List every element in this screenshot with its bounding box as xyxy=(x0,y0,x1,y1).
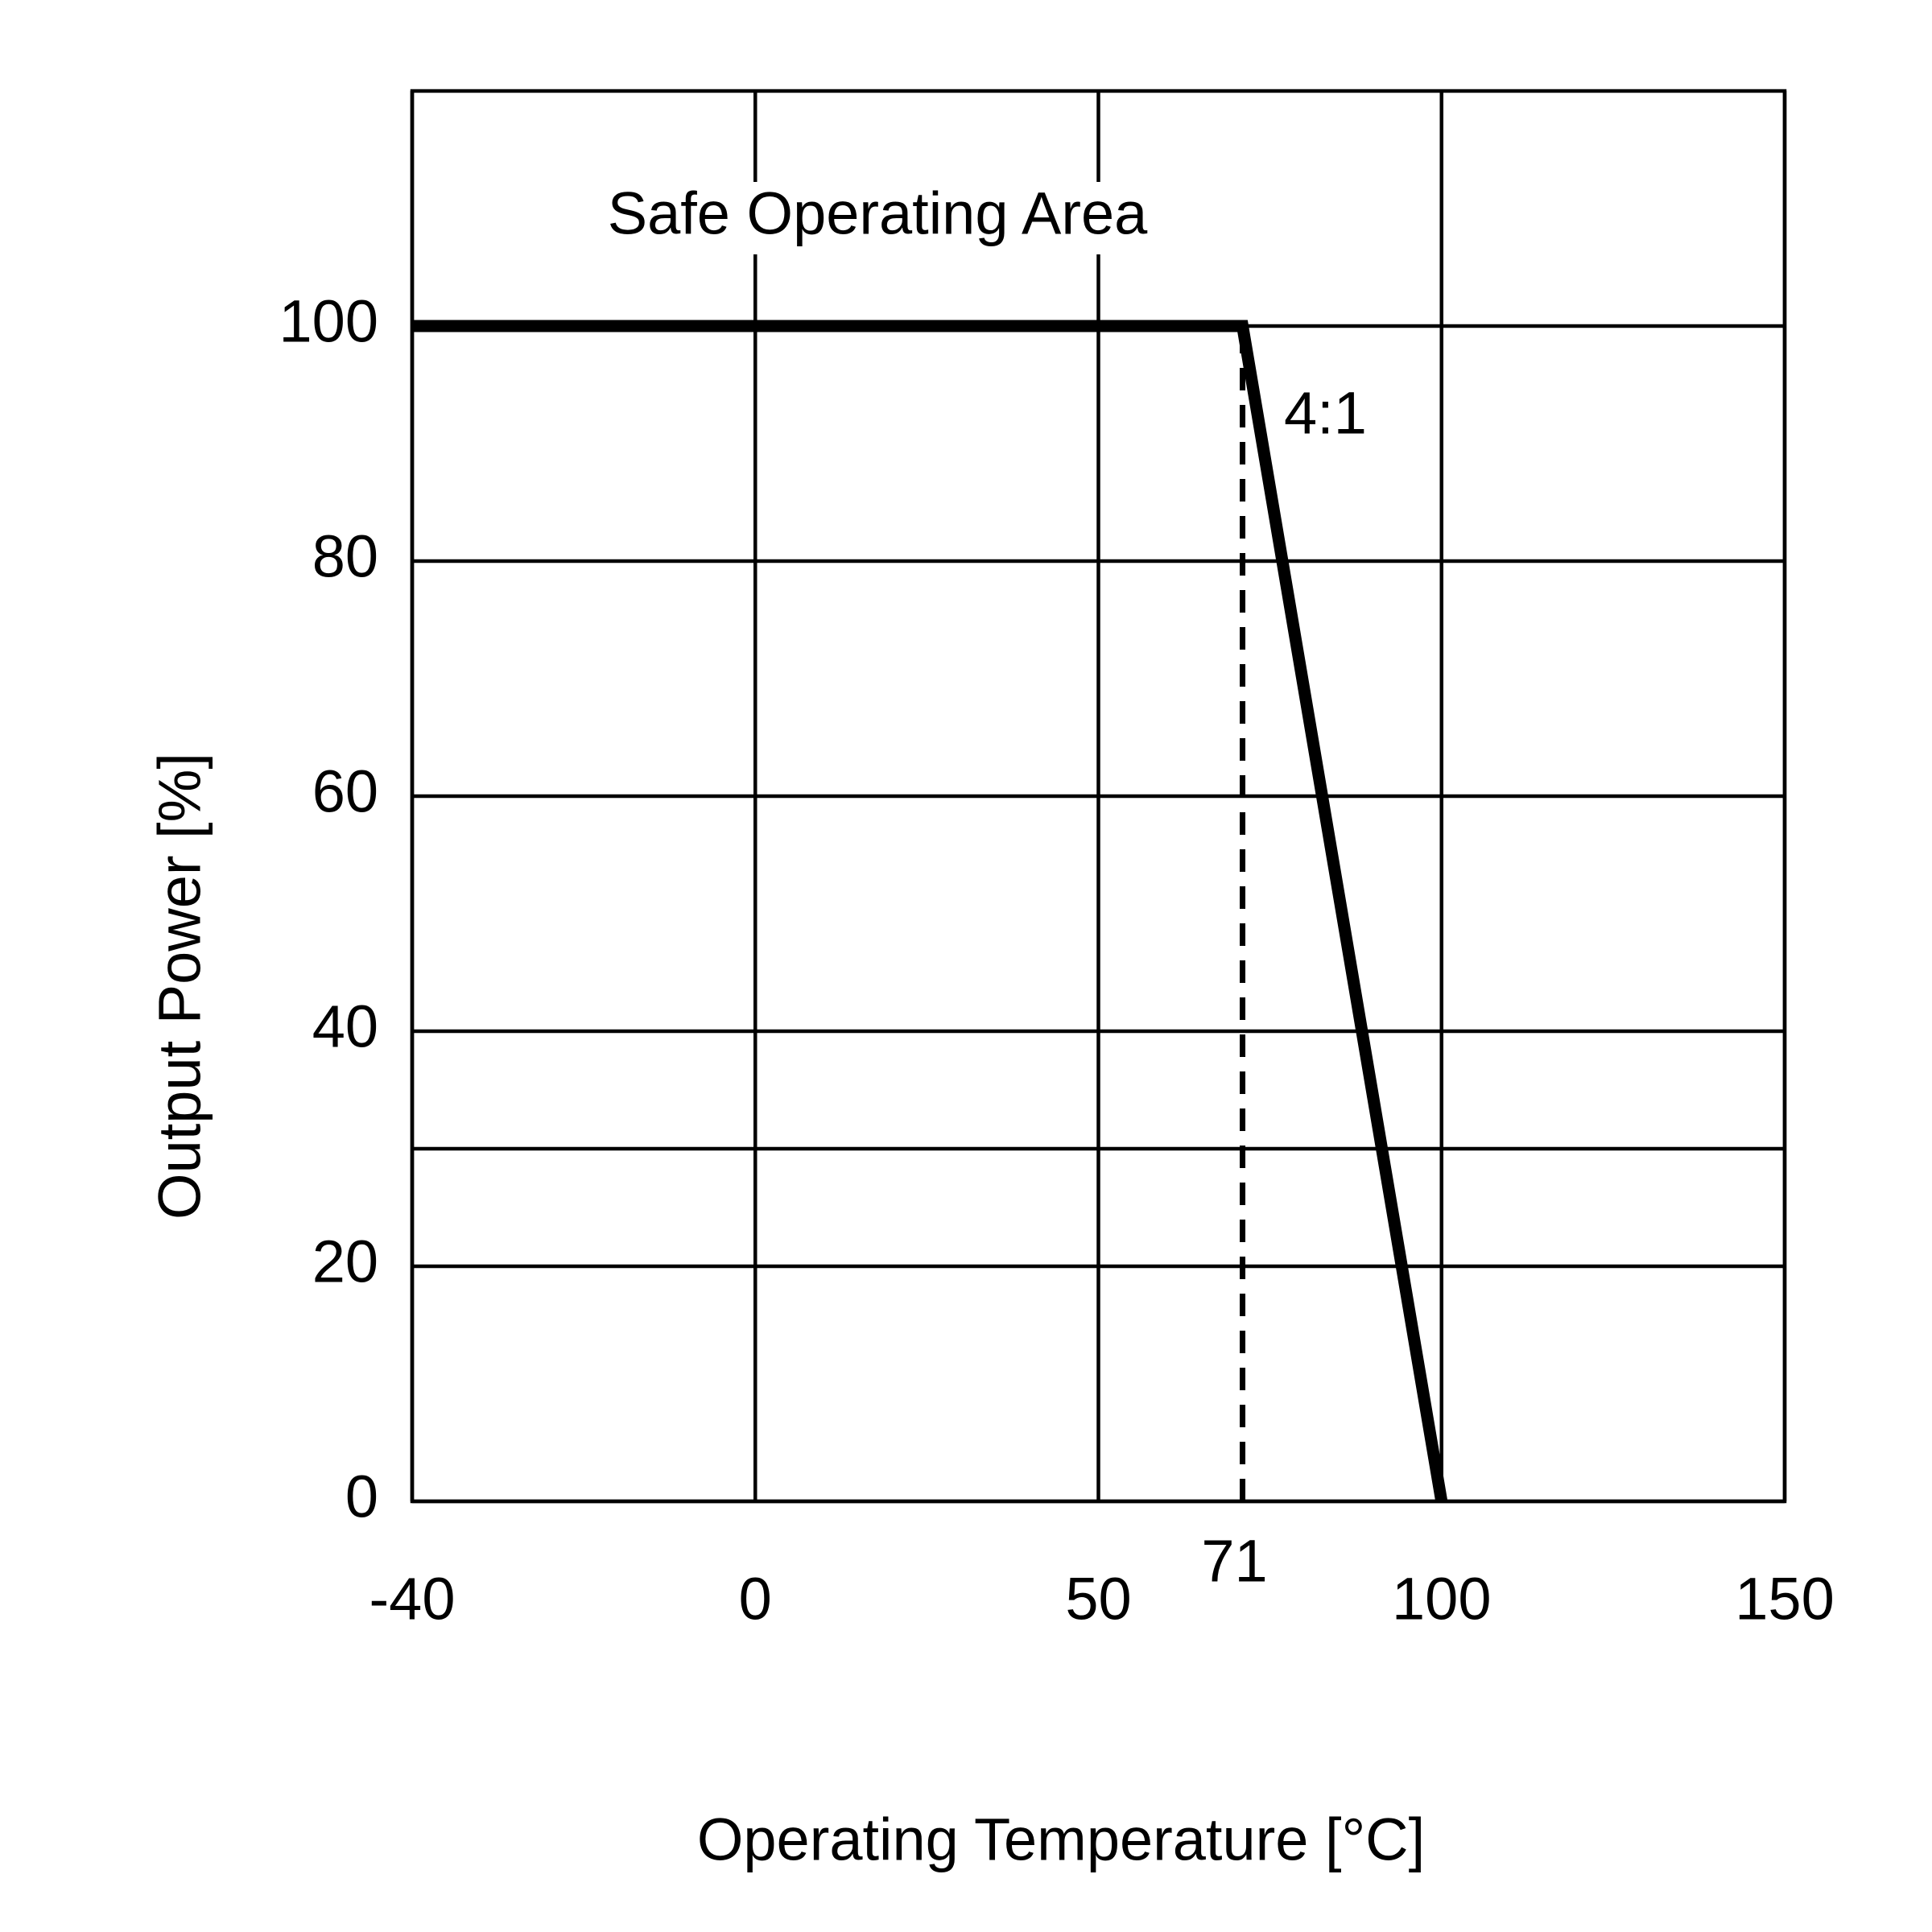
x-tick-label: 50 xyxy=(1065,1566,1131,1633)
y-tick-label: 100 xyxy=(279,288,378,355)
y-tick-label: 40 xyxy=(312,993,378,1060)
series-line xyxy=(412,320,1448,1503)
annotation-background xyxy=(564,182,1191,254)
x-tick-label: 100 xyxy=(1392,1566,1491,1633)
annotation: 4:1 xyxy=(1284,380,1367,447)
plot-frame xyxy=(410,89,1787,1504)
y-tick-label: 80 xyxy=(312,523,378,590)
x-tick-label: -40 xyxy=(369,1566,456,1633)
x-tick-label: 0 xyxy=(739,1566,772,1633)
x-axis-title: Operating Temperature [°C] xyxy=(697,1806,1425,1873)
y-tick-label: 60 xyxy=(312,758,378,825)
annotation: Safe Operating Area xyxy=(608,180,1148,247)
x-tick-label: 150 xyxy=(1735,1566,1834,1633)
y-tick-label: 20 xyxy=(312,1228,378,1295)
y-tick-label: 0 xyxy=(345,1463,378,1530)
y-axis-title: Output Power [%] xyxy=(147,753,213,1220)
marker-label: 71 xyxy=(1201,1528,1267,1595)
